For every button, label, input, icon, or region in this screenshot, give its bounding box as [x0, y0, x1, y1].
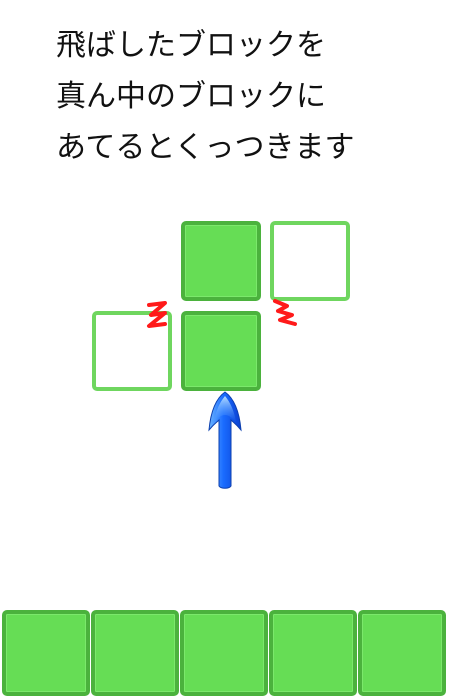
- instruction-line-1: 飛ばしたブロックを: [56, 28, 326, 63]
- bottom-block: [2, 610, 90, 696]
- zigzag-impact-icon-left: [147, 301, 167, 328]
- up-arrow-icon: [208, 391, 242, 489]
- instruction-text: 飛ばしたブロックを 真ん中のブロックに あてるとくっつきます: [56, 20, 446, 173]
- instruction-line-2: 真ん中のブロックに: [56, 79, 326, 114]
- bottom-block: [358, 610, 446, 696]
- bottom-block: [91, 610, 179, 696]
- center-block-top: [181, 221, 261, 301]
- instruction-line-3: あてるとくっつきます: [56, 130, 355, 165]
- zigzag-impact-icon-right: [273, 299, 297, 326]
- bottom-block: [269, 610, 357, 696]
- bottom-block: [180, 610, 268, 696]
- center-block-middle: [181, 311, 261, 391]
- ghost-block-right: [270, 221, 350, 301]
